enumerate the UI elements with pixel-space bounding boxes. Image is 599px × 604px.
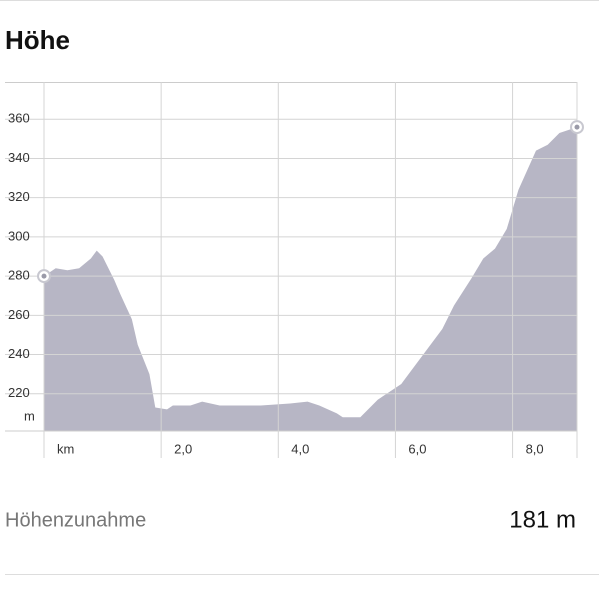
y-tick-label: 240 [8,346,30,361]
elevation-area [44,127,577,431]
y-tick-label: 280 [8,268,30,283]
x-tick-label: 2,0 [174,441,192,456]
y-tick-label: 300 [8,228,30,243]
y-tick-label: 260 [8,307,30,322]
endpoint-dot [574,124,580,130]
x-tick-label: km [57,441,74,456]
y-tick-label: 340 [8,150,30,165]
x-tick-label: 4,0 [291,441,309,456]
x-tick-label: 6,0 [408,441,426,456]
y-tick-label: 320 [8,189,30,204]
summary-value: 181 m [509,506,576,533]
endpoint-dot [41,273,47,279]
y-tick-label: 220 [8,385,30,400]
y-unit-label: m [24,408,35,423]
section-title: Höhe [5,25,70,55]
summary-label: Höhenzunahme [5,509,146,531]
y-tick-label: 360 [8,111,30,126]
x-tick-label: 8,0 [526,441,544,456]
plot: 220 240 260 280 300 320 340 360 m km 2,0 4,0 6,0 8,0 [5,82,584,458]
